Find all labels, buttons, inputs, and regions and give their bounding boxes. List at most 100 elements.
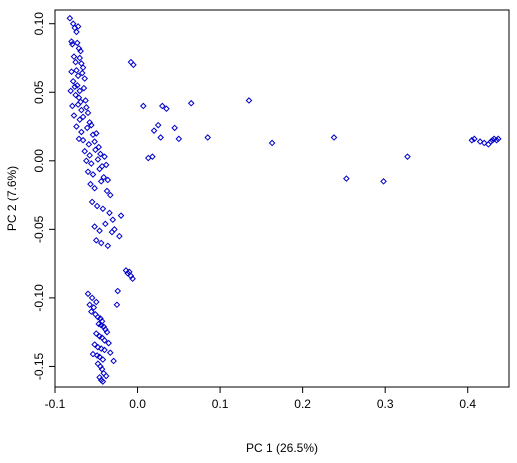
data-point xyxy=(72,91,79,99)
data-point xyxy=(494,135,502,143)
data-point xyxy=(90,304,98,311)
data-point xyxy=(83,124,91,132)
data-point xyxy=(91,138,98,145)
y-tick-label: -0.10 xyxy=(32,284,46,312)
data-point xyxy=(94,360,102,368)
data-point xyxy=(97,178,105,185)
data-point xyxy=(79,64,87,71)
data-point xyxy=(114,287,122,295)
data-point xyxy=(70,53,78,60)
data-point xyxy=(84,290,92,298)
plot-frame xyxy=(54,9,510,388)
data-point xyxy=(69,40,76,48)
data-point xyxy=(129,275,136,283)
data-point xyxy=(91,184,98,192)
data-point xyxy=(245,97,253,104)
data-point xyxy=(89,171,97,178)
y-axis: -0.15 -0.10 -0.05 0.00 0.05 0.10 xyxy=(32,12,55,380)
data-point xyxy=(100,323,108,330)
data-point xyxy=(100,173,108,181)
data-point xyxy=(102,220,109,228)
data-point xyxy=(87,180,94,188)
data-point xyxy=(97,315,104,322)
data-point xyxy=(75,45,83,52)
data-point xyxy=(76,54,84,62)
data-point xyxy=(150,127,158,134)
x-tick-label: 0.2 xyxy=(294,397,311,411)
data-point xyxy=(95,143,103,151)
data-point xyxy=(187,99,195,107)
data-point xyxy=(102,326,109,333)
data-point xyxy=(99,378,107,385)
data-point xyxy=(97,345,105,352)
data-point xyxy=(97,150,104,158)
data-point xyxy=(104,176,112,184)
y-tick-label: 0.10 xyxy=(32,12,46,36)
data-point xyxy=(106,349,114,357)
data-point xyxy=(88,294,96,302)
data-point xyxy=(80,84,88,92)
data-point xyxy=(96,165,103,173)
data-point xyxy=(68,68,75,75)
data-point xyxy=(82,97,89,104)
data-point xyxy=(109,216,117,224)
data-point xyxy=(108,228,116,236)
data-point xyxy=(83,157,90,165)
data-point xyxy=(330,134,338,141)
y-tick-label: 0.00 xyxy=(32,149,46,173)
data-point xyxy=(81,147,89,155)
data-point xyxy=(102,161,110,169)
data-point xyxy=(127,272,135,280)
data-point xyxy=(92,330,100,337)
data-point xyxy=(70,112,78,119)
data-point xyxy=(204,134,212,141)
x-axis-label: PC 1 (26.5%) xyxy=(246,441,318,455)
data-point xyxy=(79,113,87,121)
data-point xyxy=(74,72,82,80)
data-point xyxy=(117,212,125,219)
data-point xyxy=(88,198,96,206)
data-point xyxy=(94,156,102,163)
data-point xyxy=(122,267,130,274)
data-point xyxy=(73,67,80,74)
x-tick-label: -0.1 xyxy=(45,397,66,411)
data-point xyxy=(73,82,81,89)
data-point xyxy=(76,116,84,123)
data-point xyxy=(72,58,79,66)
x-tick-label: 0.3 xyxy=(377,397,394,411)
data-point xyxy=(73,28,80,36)
data-point xyxy=(127,58,135,66)
data-point xyxy=(69,77,77,85)
data-point xyxy=(96,227,103,235)
data-point xyxy=(74,23,82,30)
data-point xyxy=(78,128,85,136)
data-point xyxy=(84,109,92,117)
data-point xyxy=(88,121,95,129)
data-point xyxy=(97,363,104,370)
data-point xyxy=(97,239,105,247)
data-point xyxy=(154,121,162,129)
data-point xyxy=(140,102,147,110)
data-point xyxy=(124,269,131,277)
data-point xyxy=(471,135,478,143)
data-point xyxy=(94,343,102,351)
data-point xyxy=(113,301,121,309)
data-point xyxy=(101,346,108,354)
data-point xyxy=(99,205,107,213)
data-point xyxy=(71,83,79,91)
data-point xyxy=(77,47,84,55)
data-point xyxy=(99,356,107,363)
data-point xyxy=(103,328,111,336)
data-point xyxy=(91,341,98,348)
data-point xyxy=(79,136,87,144)
data-point xyxy=(89,350,97,358)
data-point xyxy=(67,87,74,95)
data-point xyxy=(116,232,123,240)
data-point xyxy=(92,130,100,137)
data-point xyxy=(380,178,387,185)
data-point xyxy=(78,69,86,77)
data-point xyxy=(69,102,76,110)
y-tick-label: -0.15 xyxy=(32,352,46,380)
data-point xyxy=(88,308,95,315)
